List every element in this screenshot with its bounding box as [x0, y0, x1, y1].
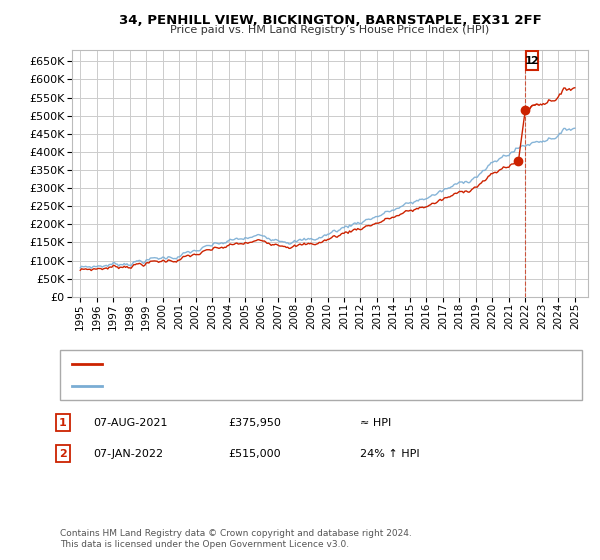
Text: 1: 1 — [525, 56, 533, 66]
Text: Contains HM Land Registry data © Crown copyright and database right 2024.
This d: Contains HM Land Registry data © Crown c… — [60, 529, 412, 549]
Text: Price paid vs. HM Land Registry’s House Price Index (HPI): Price paid vs. HM Land Registry’s House … — [170, 25, 490, 35]
Text: 24% ↑ HPI: 24% ↑ HPI — [360, 449, 419, 459]
Text: 07-JAN-2022: 07-JAN-2022 — [93, 449, 163, 459]
Text: HPI: Average price, detached house, North Devon: HPI: Average price, detached house, Nort… — [114, 381, 373, 391]
Text: 34, PENHILL VIEW, BICKINGTON, BARNSTAPLE, EX31 2FF: 34, PENHILL VIEW, BICKINGTON, BARNSTAPLE… — [119, 14, 541, 27]
Text: £375,950: £375,950 — [228, 418, 281, 428]
Text: £515,000: £515,000 — [228, 449, 281, 459]
Text: 07-AUG-2021: 07-AUG-2021 — [93, 418, 167, 428]
Text: 1: 1 — [59, 418, 67, 428]
Text: ≈ HPI: ≈ HPI — [360, 418, 391, 428]
Text: 2: 2 — [59, 449, 67, 459]
Text: 34, PENHILL VIEW, BICKINGTON, BARNSTAPLE, EX31 2FF (detached house): 34, PENHILL VIEW, BICKINGTON, BARNSTAPLE… — [114, 359, 502, 369]
FancyBboxPatch shape — [526, 52, 538, 71]
Text: 2: 2 — [530, 56, 538, 66]
